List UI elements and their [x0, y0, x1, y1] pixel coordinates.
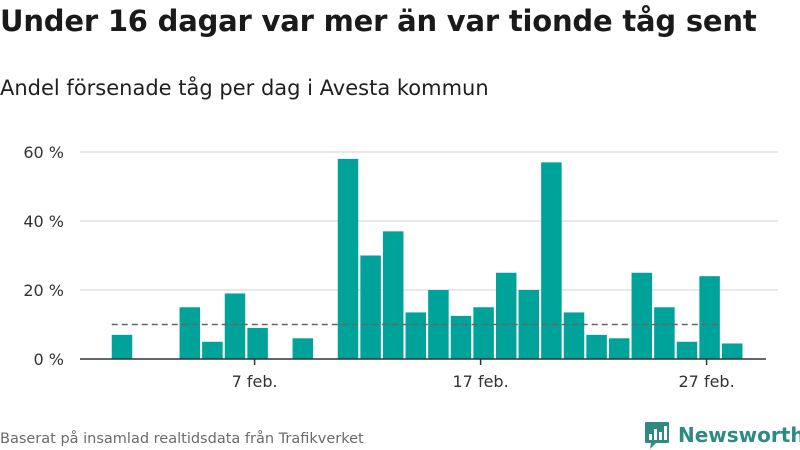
x-tick-label: 7 feb.: [232, 372, 278, 391]
y-axis-tick-labels: 0 % 20 % 40 % 60 %: [23, 143, 64, 369]
bar: [450, 315, 472, 359]
bar: [631, 272, 653, 359]
bar: [202, 341, 223, 359]
bar: [699, 276, 720, 359]
x-axis: [80, 358, 766, 365]
bar: [518, 290, 540, 359]
bar-chart: 0 % 20 % 40 % 60 % 7 feb. 17 feb. 27 feb.: [23, 143, 778, 391]
bar: [360, 255, 381, 359]
x-axis-tick-labels: 7 feb. 17 feb. 27 feb.: [232, 372, 735, 391]
bar: [654, 307, 675, 359]
bar: [382, 231, 404, 359]
y-tick-label: 60 %: [23, 143, 64, 162]
bar: [563, 312, 585, 359]
x-tick-label: 17 feb.: [453, 372, 509, 391]
bar: [405, 312, 427, 359]
bar: [608, 338, 630, 359]
bars: [111, 158, 743, 359]
y-tick-label: 40 %: [23, 212, 64, 231]
x-tick-label: 27 feb.: [679, 372, 735, 391]
bar: [473, 307, 494, 359]
bar: [676, 341, 698, 359]
bar: [111, 334, 133, 359]
bar: [337, 158, 359, 359]
newsworthy-logo-icon: [645, 422, 669, 449]
brand-logo[interactable]: Newsworthy: [644, 420, 800, 450]
gridlines: [80, 151, 778, 291]
source-footnote: Baserat på insamlad realtidsdata från Tr…: [0, 431, 364, 447]
bar: [495, 272, 517, 359]
bar: [541, 162, 562, 359]
bar: [179, 307, 201, 359]
chart-title: Under 16 dagar var mer än var tionde tåg…: [0, 4, 757, 38]
bar: [721, 343, 743, 359]
y-tick-label: 20 %: [23, 281, 64, 300]
bar: [292, 338, 314, 359]
bar: [247, 327, 268, 359]
chart-subtitle: Andel försenade tåg per dag i Avesta kom…: [0, 76, 489, 100]
bar: [428, 290, 449, 359]
brand-name: Newsworthy: [678, 423, 800, 447]
y-tick-label: 0 %: [34, 350, 64, 369]
bar: [586, 334, 607, 359]
bar: [224, 293, 246, 359]
